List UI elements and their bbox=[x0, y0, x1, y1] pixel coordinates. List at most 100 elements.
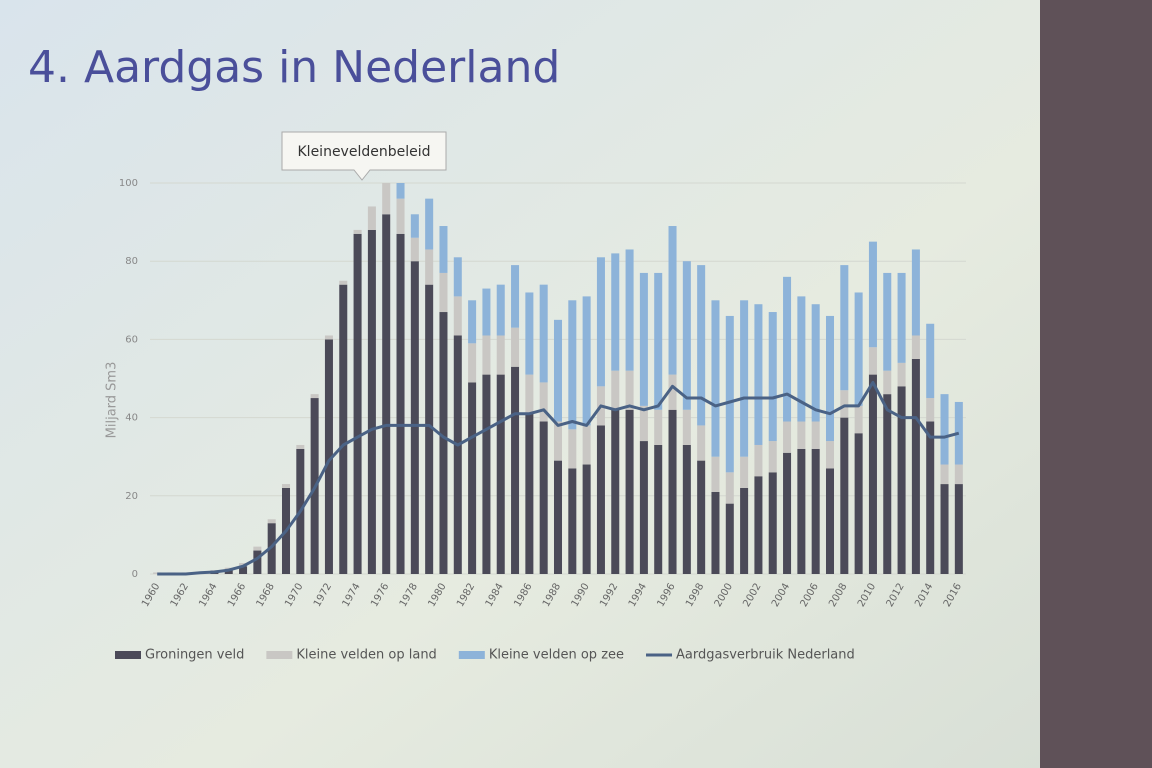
annotation-text: Kleineveldenbeleid bbox=[298, 144, 431, 160]
bar-segment bbox=[783, 452, 792, 574]
bar-segment bbox=[697, 265, 706, 426]
bar-segment bbox=[568, 300, 577, 430]
annotation: Kleineveldenbeleid bbox=[281, 131, 447, 181]
bar-segment bbox=[439, 226, 448, 273]
bar-segment bbox=[568, 429, 577, 469]
y-tick-label: 0 bbox=[132, 569, 138, 580]
bar-segment bbox=[668, 409, 677, 574]
bar-segment bbox=[940, 394, 949, 465]
bar-segment bbox=[897, 386, 906, 574]
y-tick-label: 40 bbox=[125, 413, 138, 424]
chart-title: 4. Aardgas in Nederland bbox=[28, 42, 560, 93]
bar-segment bbox=[926, 421, 935, 574]
bar-segment bbox=[482, 374, 491, 574]
legend-label: Kleine velden op zee bbox=[489, 648, 624, 663]
bar-segment bbox=[568, 468, 577, 574]
bar-segment bbox=[482, 335, 491, 375]
bar-segment bbox=[353, 233, 362, 574]
legend-label: Aardgasverbruik Nederland bbox=[676, 648, 855, 663]
legend-swatch bbox=[266, 651, 293, 659]
bar-segment bbox=[711, 300, 720, 457]
bar-segment bbox=[553, 319, 563, 422]
line-series bbox=[157, 380, 960, 576]
bar-segment bbox=[697, 460, 706, 574]
bar-segment bbox=[954, 464, 963, 485]
bar-segment bbox=[783, 421, 792, 453]
bar-segment bbox=[768, 472, 777, 574]
bar-segment bbox=[825, 441, 835, 469]
bar-segment bbox=[711, 491, 720, 574]
bar-segment bbox=[868, 374, 877, 574]
bar-segment bbox=[553, 421, 563, 461]
y-tick-label: 20 bbox=[125, 491, 138, 502]
bar-segment bbox=[496, 374, 505, 574]
legend-label: Kleine velden op land bbox=[296, 648, 436, 663]
bar-segment bbox=[954, 401, 963, 465]
bar-segment bbox=[725, 315, 734, 473]
bar-segment bbox=[625, 409, 634, 574]
bar-segment bbox=[539, 284, 548, 383]
bar-segment bbox=[596, 257, 605, 387]
bar-segment bbox=[639, 272, 648, 406]
bar-segment bbox=[267, 519, 276, 524]
bar-segment bbox=[740, 300, 749, 457]
bar-segment bbox=[468, 300, 477, 344]
bar-segment bbox=[897, 272, 906, 363]
bar-segment bbox=[425, 284, 434, 574]
bar-segment bbox=[153, 572, 162, 574]
bar-segment bbox=[611, 253, 620, 371]
bar-segment bbox=[639, 405, 648, 442]
bar-segment bbox=[883, 272, 892, 371]
bar-segment bbox=[511, 366, 520, 574]
bar-segment bbox=[740, 487, 749, 574]
bar-segment bbox=[324, 335, 333, 340]
bar-segment bbox=[725, 503, 734, 574]
bar-segment bbox=[854, 433, 863, 574]
bar-segment bbox=[682, 261, 691, 410]
bar-segment bbox=[453, 335, 462, 574]
bar-segment bbox=[639, 441, 648, 574]
bar-segment bbox=[224, 570, 233, 574]
bar-segment bbox=[840, 265, 849, 391]
bar-segment bbox=[911, 249, 920, 336]
bar-segment bbox=[668, 374, 677, 410]
y-tick-label: 60 bbox=[125, 334, 138, 345]
bar-segment bbox=[253, 550, 262, 574]
bar-segment bbox=[940, 484, 949, 574]
bar-segment bbox=[367, 206, 376, 230]
bar-segment bbox=[768, 441, 777, 473]
bar-segment bbox=[382, 183, 391, 215]
bar-segment bbox=[897, 362, 906, 387]
bar-segment bbox=[439, 312, 448, 574]
legend-swatch bbox=[115, 651, 141, 659]
bar-segment bbox=[625, 249, 634, 371]
bar-segment bbox=[511, 265, 520, 328]
bar-segment bbox=[840, 390, 849, 418]
bar-segment bbox=[711, 456, 720, 492]
bar-segment bbox=[754, 444, 763, 477]
bar-segment bbox=[539, 421, 548, 574]
bar-segment bbox=[697, 425, 706, 461]
bar-segment bbox=[868, 347, 877, 375]
bar-segment bbox=[754, 476, 763, 574]
y-tick-label: 100 bbox=[119, 178, 138, 189]
legend-swatch bbox=[458, 651, 485, 659]
bar-segment bbox=[654, 272, 663, 410]
bar-segment bbox=[596, 425, 605, 574]
bar-segment bbox=[525, 413, 534, 574]
bar-segment bbox=[883, 370, 892, 395]
bar-segment bbox=[854, 292, 863, 406]
bar-segment bbox=[353, 229, 362, 234]
bar-segment bbox=[439, 272, 448, 313]
wall bbox=[1040, 0, 1152, 768]
bar-segment bbox=[425, 198, 434, 250]
bar-segment bbox=[482, 288, 491, 336]
bar-segment bbox=[868, 241, 877, 348]
bar-segment bbox=[396, 198, 405, 234]
bar-segment bbox=[525, 292, 534, 375]
bar-segment bbox=[453, 296, 462, 336]
bar-segment bbox=[511, 327, 520, 367]
bar-segment bbox=[496, 335, 505, 375]
bar-segment bbox=[339, 284, 348, 574]
